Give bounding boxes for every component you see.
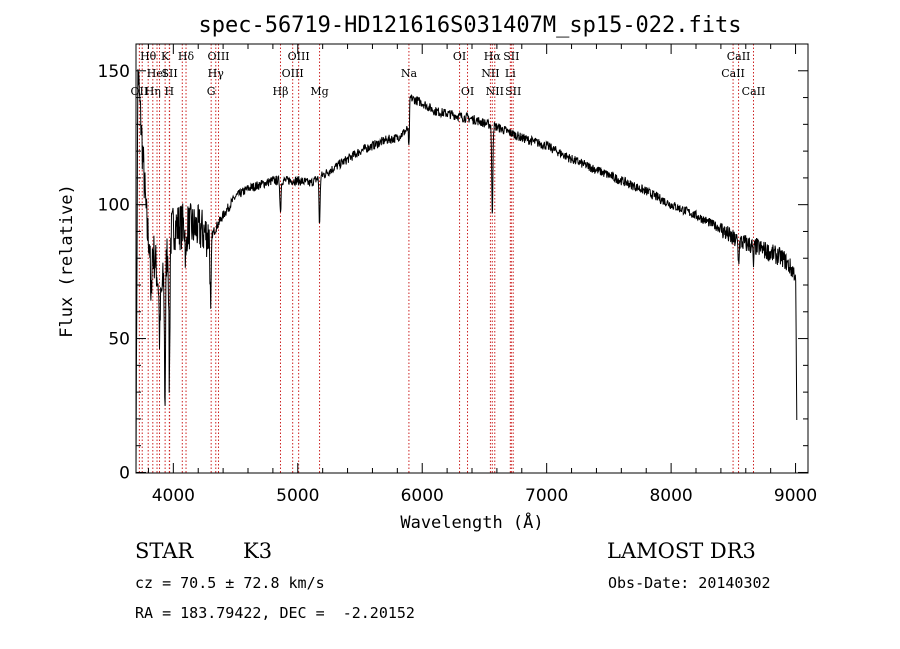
line-label-13: OIII [207, 50, 229, 63]
line-label-11: G [207, 85, 216, 98]
line-label-25: SII [503, 50, 519, 63]
x-tick-label-8000: 8000 [649, 486, 692, 506]
line-label-12: Hγ [208, 67, 225, 80]
observation-date: Obs-Date: 20140302 [608, 574, 771, 592]
line-label-27: CaII [721, 67, 745, 80]
line-label-28: CaII [727, 50, 751, 63]
line-label-17: Mg [310, 85, 328, 98]
line-label-16: OIII [288, 50, 310, 63]
x-axis-ticks: 4000 5000 6000 7000 8000 9000 [147, 44, 817, 506]
x-tick-label-9000: 9000 [774, 486, 817, 506]
y-axis-ticks: 0 50 100 150 [98, 43, 808, 483]
chart-title: spec-56719-HD121616S031407M_sp15-022.fit… [198, 13, 741, 38]
line-label-10: Hδ [178, 50, 195, 63]
y-axis-label: Flux (relative) [57, 184, 77, 338]
line-label-24: Li [505, 67, 516, 80]
object-subclass: K3 [243, 539, 273, 563]
coordinates-readout: RA = 183.79422, DEC = -2.20152 [135, 604, 415, 622]
line-label-15: OIII [282, 67, 304, 80]
line-label-18: Na [401, 67, 418, 80]
line-label-8: SII [161, 67, 177, 80]
line-label-21: NII [481, 67, 499, 80]
y-tick-label-100: 100 [98, 196, 130, 216]
line-label-23: NII [486, 85, 504, 98]
line-label-6: K [161, 50, 170, 63]
line-label-14: Hβ [273, 85, 289, 98]
line-label-20: OI [461, 85, 474, 98]
spectrum-trace [135, 69, 798, 474]
line-label-2: Hθ [140, 50, 157, 63]
line-label-4: HeI [147, 67, 167, 80]
y-tick-label-150: 150 [98, 62, 130, 82]
y-tick-label-50: 50 [108, 330, 130, 350]
line-label-22: Hα [484, 50, 502, 63]
line-label-7: H [165, 85, 175, 98]
spectral-line-labels: OIIHθHηHeIKHSIIHδGHγOIIIHβOIIIOIIIMgNaOI… [131, 50, 766, 98]
x-tick-label-7000: 7000 [525, 486, 568, 506]
x-tick-label-6000: 6000 [401, 486, 444, 506]
line-label-26: SII [505, 85, 521, 98]
y-tick-label-0: 0 [119, 463, 130, 483]
object-class: STAR [135, 539, 194, 563]
x-tick-label-5000: 5000 [276, 486, 319, 506]
plot-frame [135, 43, 809, 474]
line-label-3: Hη [145, 85, 161, 98]
x-tick-label-4000: 4000 [152, 486, 195, 506]
redshift-readout: cz = 70.5 ± 72.8 km/s [135, 574, 325, 592]
line-label-29: CaII [742, 85, 766, 98]
survey-name: LAMOST DR3 [607, 539, 756, 563]
x-axis-label: Wavelength (Å) [400, 511, 543, 533]
spectral-line-markers [138, 44, 754, 473]
line-label-19: OI [453, 50, 466, 63]
